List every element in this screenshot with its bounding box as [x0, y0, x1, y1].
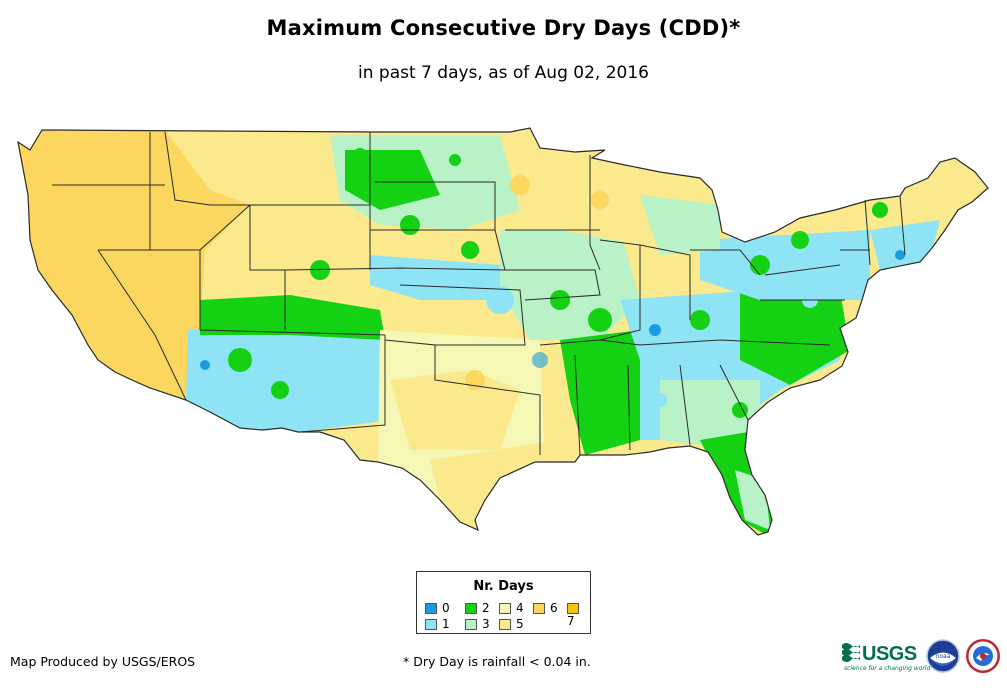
legend-item-4: 4	[499, 602, 524, 616]
legend-label-1: 1	[442, 617, 450, 631]
usgs-logo: USGS	[842, 641, 920, 669]
legend-label-6: 6	[550, 601, 558, 615]
legend-swatch-6	[533, 603, 545, 614]
legend-item-1: 1	[425, 618, 450, 632]
cdd-map	[17, 127, 989, 536]
legend-label-4: 4	[516, 601, 524, 615]
producer-credit: Map Produced by USGS/EROS	[10, 654, 196, 669]
usgs-wordmark: USGS	[862, 643, 917, 665]
legend-item-0: 0	[425, 602, 450, 616]
dry-day-footnote: * Dry Day is rainfall < 0.04 in.	[403, 654, 591, 669]
legend-title: Nr. Days	[473, 579, 534, 594]
legend-label-5: 5	[516, 617, 524, 631]
legend-items: 0 1 2 3 4 5 6 7	[425, 602, 590, 634]
legend-label-3: 3	[482, 617, 490, 631]
legend-swatch-2	[465, 603, 477, 614]
legend-label-7: 7	[567, 614, 575, 628]
legend-swatch-4	[499, 603, 511, 614]
legend-label-2: 2	[482, 601, 490, 615]
legend-swatch-3	[465, 619, 477, 630]
legend-swatch-7	[567, 603, 579, 614]
legend-swatch-0	[425, 603, 437, 614]
usgs-tagline: science for a changing world	[844, 665, 931, 672]
legend-item-5: 5	[499, 618, 524, 632]
legend-swatch-1	[425, 619, 437, 630]
legend-swatch-5	[499, 619, 511, 630]
state-boundaries	[52, 131, 906, 456]
agency-logos: USGS science for a changing world noaa	[842, 637, 1007, 683]
map-title: Maximum Consecutive Dry Days (CDD)*	[266, 16, 741, 40]
usgs-wave-icon	[842, 643, 860, 662]
legend-item-2: 2	[465, 602, 490, 616]
legend-item-6: 6	[533, 602, 558, 616]
legend: Nr. Days 0 1 2 3 4 5 6 7	[416, 571, 591, 634]
noaa-logo-icon: noaa	[926, 639, 960, 673]
nws-logo-icon	[966, 639, 1000, 673]
legend-label-0: 0	[442, 601, 450, 615]
legend-item-3: 3	[465, 618, 490, 632]
map-subtitle: in past 7 days, as of Aug 02, 2016	[358, 63, 649, 83]
noaa-text: noaa	[936, 653, 951, 660]
legend-item-7: 7	[567, 602, 590, 628]
